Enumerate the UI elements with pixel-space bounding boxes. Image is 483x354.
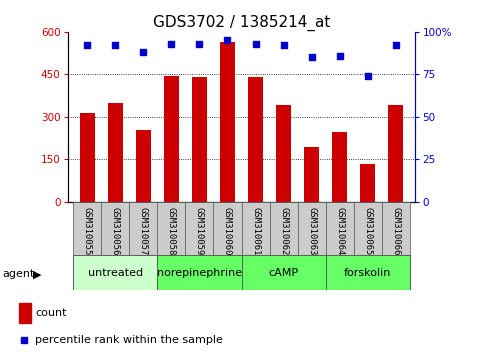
- Bar: [213, 202, 242, 255]
- Text: GSM310058: GSM310058: [167, 207, 176, 256]
- Bar: [298, 202, 326, 255]
- Bar: [73, 255, 157, 290]
- Point: [364, 73, 371, 79]
- Point: [224, 38, 231, 43]
- Text: agent: agent: [2, 269, 35, 279]
- Bar: [157, 255, 242, 290]
- Bar: [382, 202, 410, 255]
- Text: untreated: untreated: [88, 268, 143, 278]
- Bar: [220, 42, 235, 202]
- Bar: [304, 147, 319, 202]
- Bar: [360, 164, 375, 202]
- Text: GSM310061: GSM310061: [251, 207, 260, 256]
- Bar: [19, 303, 30, 323]
- Text: GSM310059: GSM310059: [195, 207, 204, 256]
- Bar: [326, 202, 354, 255]
- Bar: [248, 77, 263, 202]
- Bar: [164, 76, 179, 202]
- Bar: [242, 202, 270, 255]
- Point: [280, 42, 287, 48]
- Text: GSM310060: GSM310060: [223, 207, 232, 256]
- Text: GSM310066: GSM310066: [391, 207, 400, 256]
- Point: [196, 41, 203, 47]
- Bar: [73, 202, 101, 255]
- Text: GSM310064: GSM310064: [335, 207, 344, 256]
- Text: norepinephrine: norepinephrine: [157, 268, 242, 278]
- Text: GSM310065: GSM310065: [363, 207, 372, 256]
- Point: [168, 41, 175, 47]
- Bar: [129, 202, 157, 255]
- Text: GSM310062: GSM310062: [279, 207, 288, 256]
- Point: [112, 42, 119, 48]
- Point: [308, 55, 315, 60]
- Bar: [136, 130, 151, 202]
- Point: [392, 42, 399, 48]
- Bar: [276, 105, 291, 202]
- Bar: [185, 202, 213, 255]
- Text: GSM310063: GSM310063: [307, 207, 316, 256]
- Text: percentile rank within the sample: percentile rank within the sample: [35, 335, 223, 345]
- Text: GSM310055: GSM310055: [83, 207, 92, 256]
- Text: GSM310056: GSM310056: [111, 207, 120, 256]
- Bar: [270, 202, 298, 255]
- Text: forskolin: forskolin: [344, 268, 391, 278]
- Bar: [388, 105, 403, 202]
- Bar: [101, 202, 129, 255]
- Point: [140, 50, 147, 55]
- Text: count: count: [35, 308, 67, 318]
- Text: ▶: ▶: [33, 269, 42, 279]
- Bar: [192, 77, 207, 202]
- Point: [21, 337, 28, 343]
- Bar: [108, 103, 123, 202]
- Bar: [80, 113, 95, 202]
- Point: [84, 42, 91, 48]
- Bar: [326, 255, 410, 290]
- Bar: [354, 202, 382, 255]
- Bar: [242, 255, 326, 290]
- Point: [252, 41, 259, 47]
- Bar: [157, 202, 185, 255]
- Text: GSM310057: GSM310057: [139, 207, 148, 256]
- Title: GDS3702 / 1385214_at: GDS3702 / 1385214_at: [153, 14, 330, 30]
- Point: [336, 53, 343, 58]
- Text: cAMP: cAMP: [269, 268, 298, 278]
- Bar: [332, 132, 347, 202]
